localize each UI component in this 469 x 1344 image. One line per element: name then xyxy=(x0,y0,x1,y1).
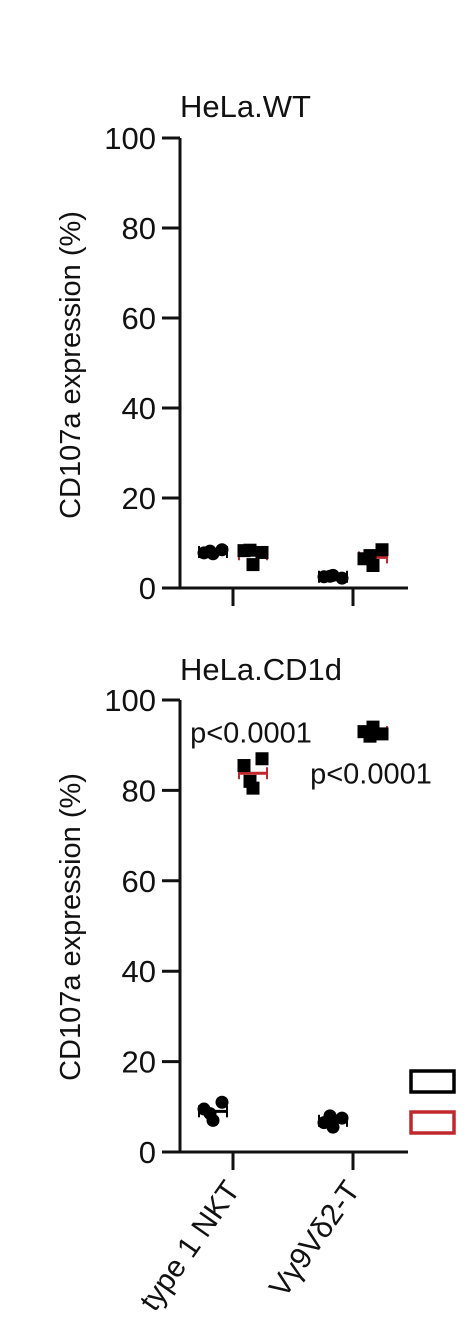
data-point xyxy=(203,1107,217,1121)
data-point xyxy=(255,545,269,559)
y-tick-label: 100 xyxy=(104,683,156,718)
data-point xyxy=(326,1120,340,1134)
data-point xyxy=(203,544,217,558)
p-value-annotation: p<0.0001 xyxy=(310,758,432,790)
panel-hela-wt: HeLa.WT CD107a expression (%) 0 20 40 60 80 1… xyxy=(55,89,408,606)
panel-title: HeLa.WT xyxy=(180,89,311,124)
panel-title: HeLa.CD1d xyxy=(180,652,342,687)
y-tick-label: 20 xyxy=(122,481,156,516)
y-tick-label: 40 xyxy=(122,954,156,989)
data-point xyxy=(215,1095,229,1109)
legend-swatch xyxy=(409,1110,456,1135)
y-tick-label: 0 xyxy=(139,1135,156,1170)
legend-swatch xyxy=(409,1069,456,1094)
data-point xyxy=(323,1109,337,1123)
data-point xyxy=(335,1111,349,1125)
data-point xyxy=(246,558,260,572)
y-tick-label: 40 xyxy=(122,391,156,426)
x-category-label: type 1 NKT xyxy=(134,1175,247,1317)
x-category-label: Vγ9Vδ2-T xyxy=(263,1175,367,1303)
data-point xyxy=(366,559,380,572)
y-tick-label: 80 xyxy=(122,211,156,246)
data-point xyxy=(243,543,257,557)
y-tick-label: 20 xyxy=(122,1045,156,1080)
y-tick-label: 60 xyxy=(122,864,156,899)
panel-hela-cd1d: HeLa.CD1d CD107a expression (%) 0 20 40 60 8… xyxy=(55,652,432,1170)
data-point xyxy=(255,752,269,766)
data-point xyxy=(323,569,337,583)
y-tick-label: 80 xyxy=(122,773,156,808)
data-point xyxy=(363,729,377,743)
y-axis-title: CD107a expression (%) xyxy=(55,211,87,519)
x-category-labels: type 1 NKT Vγ9Vδ2-T xyxy=(134,1175,367,1317)
data-point xyxy=(375,543,389,557)
y-tick-label: 0 xyxy=(139,571,156,606)
data-point xyxy=(243,774,257,788)
data-point xyxy=(363,549,377,563)
y-axis-title: CD107a expression (%) xyxy=(55,773,87,1081)
data-point xyxy=(237,759,251,773)
y-tick-label: 60 xyxy=(122,301,156,336)
y-tick-label: 100 xyxy=(104,121,156,156)
p-value-annotation: p<0.0001 xyxy=(190,718,312,750)
legend xyxy=(409,1069,456,1135)
